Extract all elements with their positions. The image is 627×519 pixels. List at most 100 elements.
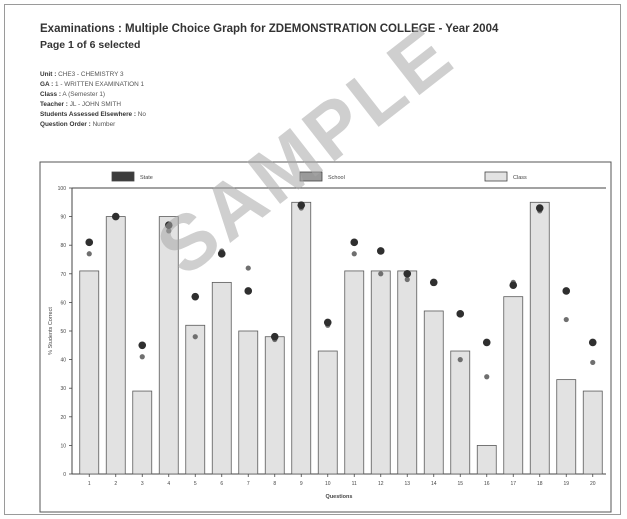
y-tick-label: 0 — [63, 472, 66, 478]
legend-label-school: School — [328, 175, 345, 181]
y-tick-label: 70 — [60, 272, 66, 278]
legend-label-class: Class — [513, 175, 527, 181]
x-tick-label: 7 — [247, 481, 250, 487]
x-tick-label: 16 — [484, 481, 490, 487]
marker-state-q5 — [191, 292, 200, 301]
marker-school-q4 — [166, 228, 172, 234]
bar-class-q16 — [476, 444, 497, 475]
bar-class-q20 — [582, 390, 603, 475]
y-tick-label: 100 — [58, 186, 67, 192]
x-tick-label: 2 — [114, 481, 117, 487]
marker-state-q15 — [456, 310, 465, 318]
marker-state-q19 — [562, 287, 571, 295]
meta-label: Students Assessed Elsewhere : — [40, 111, 137, 118]
meta-label: Question Order : — [40, 121, 91, 128]
legend-swatch-class — [484, 171, 508, 182]
marker-school-q1 — [86, 251, 92, 257]
x-tick-label: 15 — [457, 481, 463, 487]
x-tick-label: 9 — [300, 481, 303, 487]
meta-unit: Unit : CHE3 - CHEMISTRY 3 — [40, 70, 124, 79]
marker-state-q11 — [350, 238, 359, 247]
y-tick-label: 60 — [60, 300, 66, 306]
marker-school-q12 — [378, 271, 384, 277]
meta-label: Class : — [40, 91, 61, 98]
marker-state-q14 — [429, 278, 438, 287]
y-tick-label: 20 — [60, 415, 66, 421]
bar-class-q14 — [423, 310, 444, 475]
bar-class-q3 — [132, 390, 153, 475]
x-tick-label: 12 — [378, 481, 384, 487]
meta-question-order: Question Order : Number — [40, 120, 115, 129]
marker-state-q2 — [111, 212, 120, 221]
bar-class-q19 — [556, 379, 577, 475]
marker-state-q6 — [217, 249, 226, 258]
marker-school-q20 — [590, 359, 596, 366]
bar-class-q12 — [370, 270, 391, 475]
x-tick-label: 8 — [273, 481, 276, 487]
marker-state-q10 — [323, 318, 332, 327]
marker-state-q3 — [138, 341, 147, 350]
meta-value: Number — [92, 121, 116, 128]
bar-class-q1 — [79, 270, 100, 475]
bar-class-q5 — [185, 324, 206, 475]
marker-school-q19 — [563, 316, 569, 323]
bar-class-q17 — [503, 296, 524, 475]
marker-state-q1 — [85, 238, 94, 247]
x-tick-label: 13 — [404, 481, 410, 487]
x-tick-label: 19 — [563, 481, 569, 487]
meta-value: JL - JOHN SMITH — [69, 101, 121, 108]
x-axis-title: Questions — [326, 494, 353, 500]
x-tick-label: 4 — [167, 481, 170, 487]
bar-class-q9 — [291, 201, 312, 475]
report-subtitle: Page 1 of 6 selected — [40, 39, 141, 51]
marker-state-q13 — [403, 270, 412, 278]
marker-school-q11 — [351, 251, 357, 257]
x-tick-label: 6 — [220, 481, 223, 487]
x-tick-label: 14 — [431, 481, 437, 487]
x-tick-label: 11 — [352, 481, 357, 487]
meta-label: Unit : — [40, 71, 57, 78]
meta-value: A (Semester 1) — [62, 91, 106, 98]
legend-swatch-state — [111, 171, 135, 182]
bar-class-q6 — [211, 281, 232, 475]
x-tick-label: 17 — [510, 481, 516, 487]
x-tick-label: 10 — [325, 481, 331, 487]
legend-label-state: State — [140, 175, 153, 181]
marker-state-q20 — [588, 338, 597, 347]
bar-class-q8 — [264, 336, 285, 475]
marker-state-q16 — [482, 338, 491, 347]
y-tick-label: 50 — [60, 329, 66, 335]
bar-class-q2 — [105, 216, 126, 475]
legend-swatch-school — [299, 171, 323, 182]
bar-class-q7 — [238, 330, 259, 475]
bar-class-q10 — [317, 350, 338, 475]
x-tick-label: 18 — [537, 481, 543, 487]
bar-class-q4 — [158, 216, 179, 475]
y-tick-label: 80 — [60, 243, 66, 249]
bar-class-q15 — [450, 350, 471, 475]
bar-class-q13 — [397, 270, 418, 475]
marker-school-q3 — [139, 354, 145, 360]
meta-value: CHE3 - CHEMISTRY 3 — [58, 71, 124, 78]
marker-state-q18 — [535, 204, 544, 212]
meta-teacher: Teacher : JL - JOHN SMITH — [40, 100, 121, 109]
bar-class-q11 — [344, 270, 365, 475]
y-tick-label: 30 — [60, 386, 66, 392]
x-tick-label: 3 — [141, 481, 144, 487]
page-frame — [4, 4, 621, 515]
meta-class: Class : A (Semester 1) — [40, 90, 105, 99]
x-tick-label: 1 — [88, 481, 91, 487]
y-tick-label: 90 — [60, 215, 66, 221]
y-tick-label: 10 — [60, 443, 66, 449]
marker-school-q16 — [484, 374, 490, 380]
meta-value: No — [137, 111, 146, 118]
meta-assessed-elsewhere: Students Assessed Elsewhere : No — [40, 110, 146, 119]
x-tick-label: 20 — [590, 481, 596, 487]
marker-state-q9 — [297, 201, 306, 209]
y-tick-label: 40 — [60, 358, 66, 364]
bar-class-q18 — [529, 201, 550, 475]
marker-state-q7 — [244, 287, 253, 295]
x-tick-label: 5 — [194, 481, 197, 487]
meta-label: GA : — [40, 81, 54, 88]
